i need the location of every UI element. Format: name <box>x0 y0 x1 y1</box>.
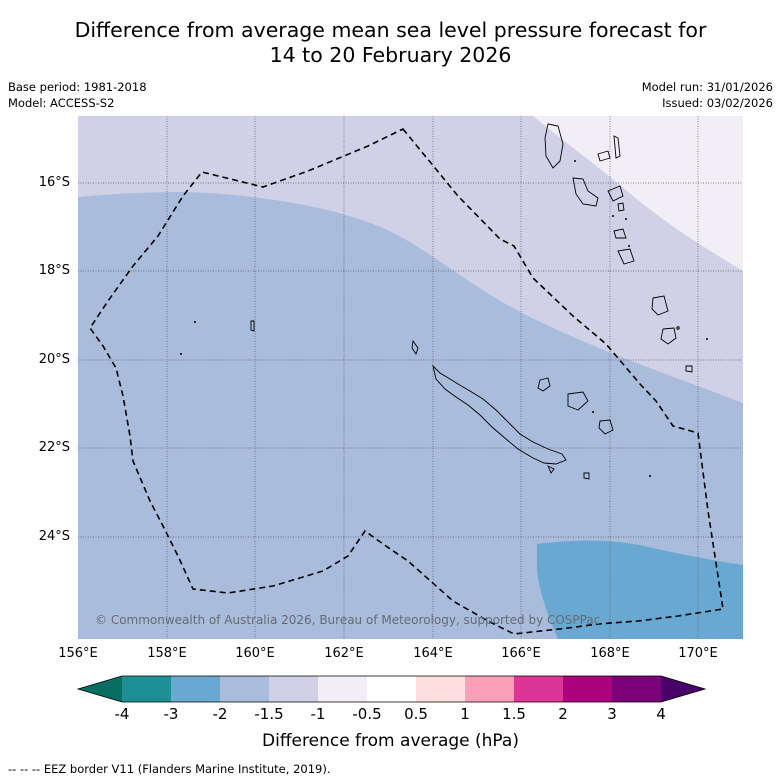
small-isle-4 <box>628 245 630 247</box>
lat-label-22s: 22°S <box>38 440 70 455</box>
map-panel <box>78 116 743 639</box>
lon-label-160e: 160°E <box>235 646 275 661</box>
lon-label-156e: 156°E <box>58 646 98 661</box>
lat-label-18s: 18°S <box>38 263 70 278</box>
aneityum-island <box>660 327 677 345</box>
matthew-island <box>685 365 693 373</box>
colorbar-seg-minus2 <box>220 676 269 702</box>
colorbar-seg-minus1 <box>318 676 367 702</box>
small-isle-2 <box>612 215 614 217</box>
colorbar-tick-plus4: 4 <box>656 705 666 723</box>
new-caledonia-island <box>432 364 567 465</box>
lon-label-162e: 162°E <box>324 646 364 661</box>
belep-islands <box>411 339 419 356</box>
colorbar-outline <box>76 675 707 703</box>
colorbar-title: Difference from average (hPa) <box>262 731 519 751</box>
colorbar-tick-plus3: 3 <box>607 705 617 723</box>
colorbar-seg-plus0_5 <box>416 676 465 702</box>
efate-island <box>613 228 627 239</box>
model-text: Model: ACCESS-S2 <box>8 96 115 110</box>
lat-label-24s: 24°S <box>38 529 70 544</box>
colorbar-extend-high <box>661 676 705 702</box>
malekula-island <box>572 177 599 207</box>
eez-footnote: -- -- -- EEZ border V11 (Flanders Marine… <box>8 762 331 776</box>
lon-label-168e: 168°E <box>590 646 630 661</box>
colorbar-seg-plus1 <box>465 676 514 702</box>
map-svg <box>78 116 743 639</box>
small-reef-1 <box>194 321 196 323</box>
ouvea-island <box>537 377 551 392</box>
lat-label-20s: 20°S <box>38 352 70 367</box>
espiritu-santo-island <box>544 123 564 169</box>
model-run-text: Model run: 31/01/2026 <box>641 80 773 94</box>
colorbar-tick-minus2: -2 <box>212 705 228 723</box>
lon-label-158e: 158°E <box>147 646 187 661</box>
tanna-island <box>651 295 669 316</box>
epi-island <box>617 202 625 212</box>
pentecost-island <box>607 185 624 202</box>
base-period-text: Base period: 1981-2018 <box>8 80 147 94</box>
colorbar-tick-minus1_5: -1.5 <box>254 705 284 723</box>
eez-border <box>89 128 724 635</box>
colorbar-tick-plus2: 2 <box>558 705 568 723</box>
chesterfield-islands <box>250 320 255 332</box>
chart-title: Difference from average mean sea level p… <box>0 18 781 68</box>
colorbar-seg-plus3 <box>612 676 661 702</box>
lifou-island <box>567 391 589 411</box>
ambae-island <box>597 150 611 162</box>
lon-label-164e: 164°E <box>413 646 453 661</box>
colorbar-seg-minus4 <box>122 676 171 702</box>
small-isle-1 <box>676 326 680 330</box>
hunter-island <box>706 338 708 340</box>
issued-text: Issued: 03/02/2026 <box>662 96 773 110</box>
colorbar-tick-minus1: -1 <box>310 705 326 723</box>
anomaly-region-minus3-to-minus2 <box>537 540 743 639</box>
small-reef-3 <box>649 475 651 477</box>
colorbar-seg-minus3 <box>171 676 220 702</box>
meta-left: Base period: 1981-2018 Model: ACCESS-S2 <box>8 79 147 111</box>
meta-right: Model run: 31/01/2026 Issued: 03/02/2026 <box>642 79 773 111</box>
colorbar-tick-minus0_5: -0.5 <box>352 705 382 723</box>
colorbar-tick-plus1_5: 1.5 <box>502 705 526 723</box>
colorbar-tick-minus4: -4 <box>114 705 130 723</box>
isle-of-pines <box>547 465 555 474</box>
lon-label-166e: 166°E <box>501 646 541 661</box>
copyright-text: © Commonwealth of Australia 2026, Bureau… <box>95 613 601 627</box>
colorbar-tick-minus3: -3 <box>163 705 179 723</box>
colorbar-tick-plus1: 1 <box>460 705 470 723</box>
colorbar-tick-plus0_5: 0.5 <box>404 705 428 723</box>
lat-label-16s: 16°S <box>38 175 70 190</box>
colorbar-seg-plus2 <box>563 676 612 702</box>
small-isle-5 <box>574 160 576 162</box>
small-isle-3 <box>625 218 627 220</box>
mare-island <box>598 419 614 435</box>
small-reef-2 <box>180 353 182 355</box>
small-reef-4 <box>592 411 594 413</box>
colorbar-extend-low <box>78 676 122 702</box>
maewo-island <box>613 135 621 159</box>
walpole-island <box>583 472 590 480</box>
title-line-1: Difference from average mean sea level p… <box>74 18 707 42</box>
colorbar <box>76 675 707 703</box>
erromango-island <box>617 248 635 265</box>
colorbar-seg-neutral <box>367 676 416 702</box>
colorbar-seg-minus1_5 <box>269 676 318 702</box>
title-line-2: 14 to 20 February 2026 <box>269 43 512 67</box>
lon-label-170e: 170°E <box>678 646 718 661</box>
colorbar-seg-plus1_5 <box>514 676 563 702</box>
graticule <box>78 116 743 639</box>
anomaly-region-minus1_5-to-minus1 <box>78 116 743 403</box>
anomaly-region-minus1-to-minus0_5 <box>533 116 743 271</box>
